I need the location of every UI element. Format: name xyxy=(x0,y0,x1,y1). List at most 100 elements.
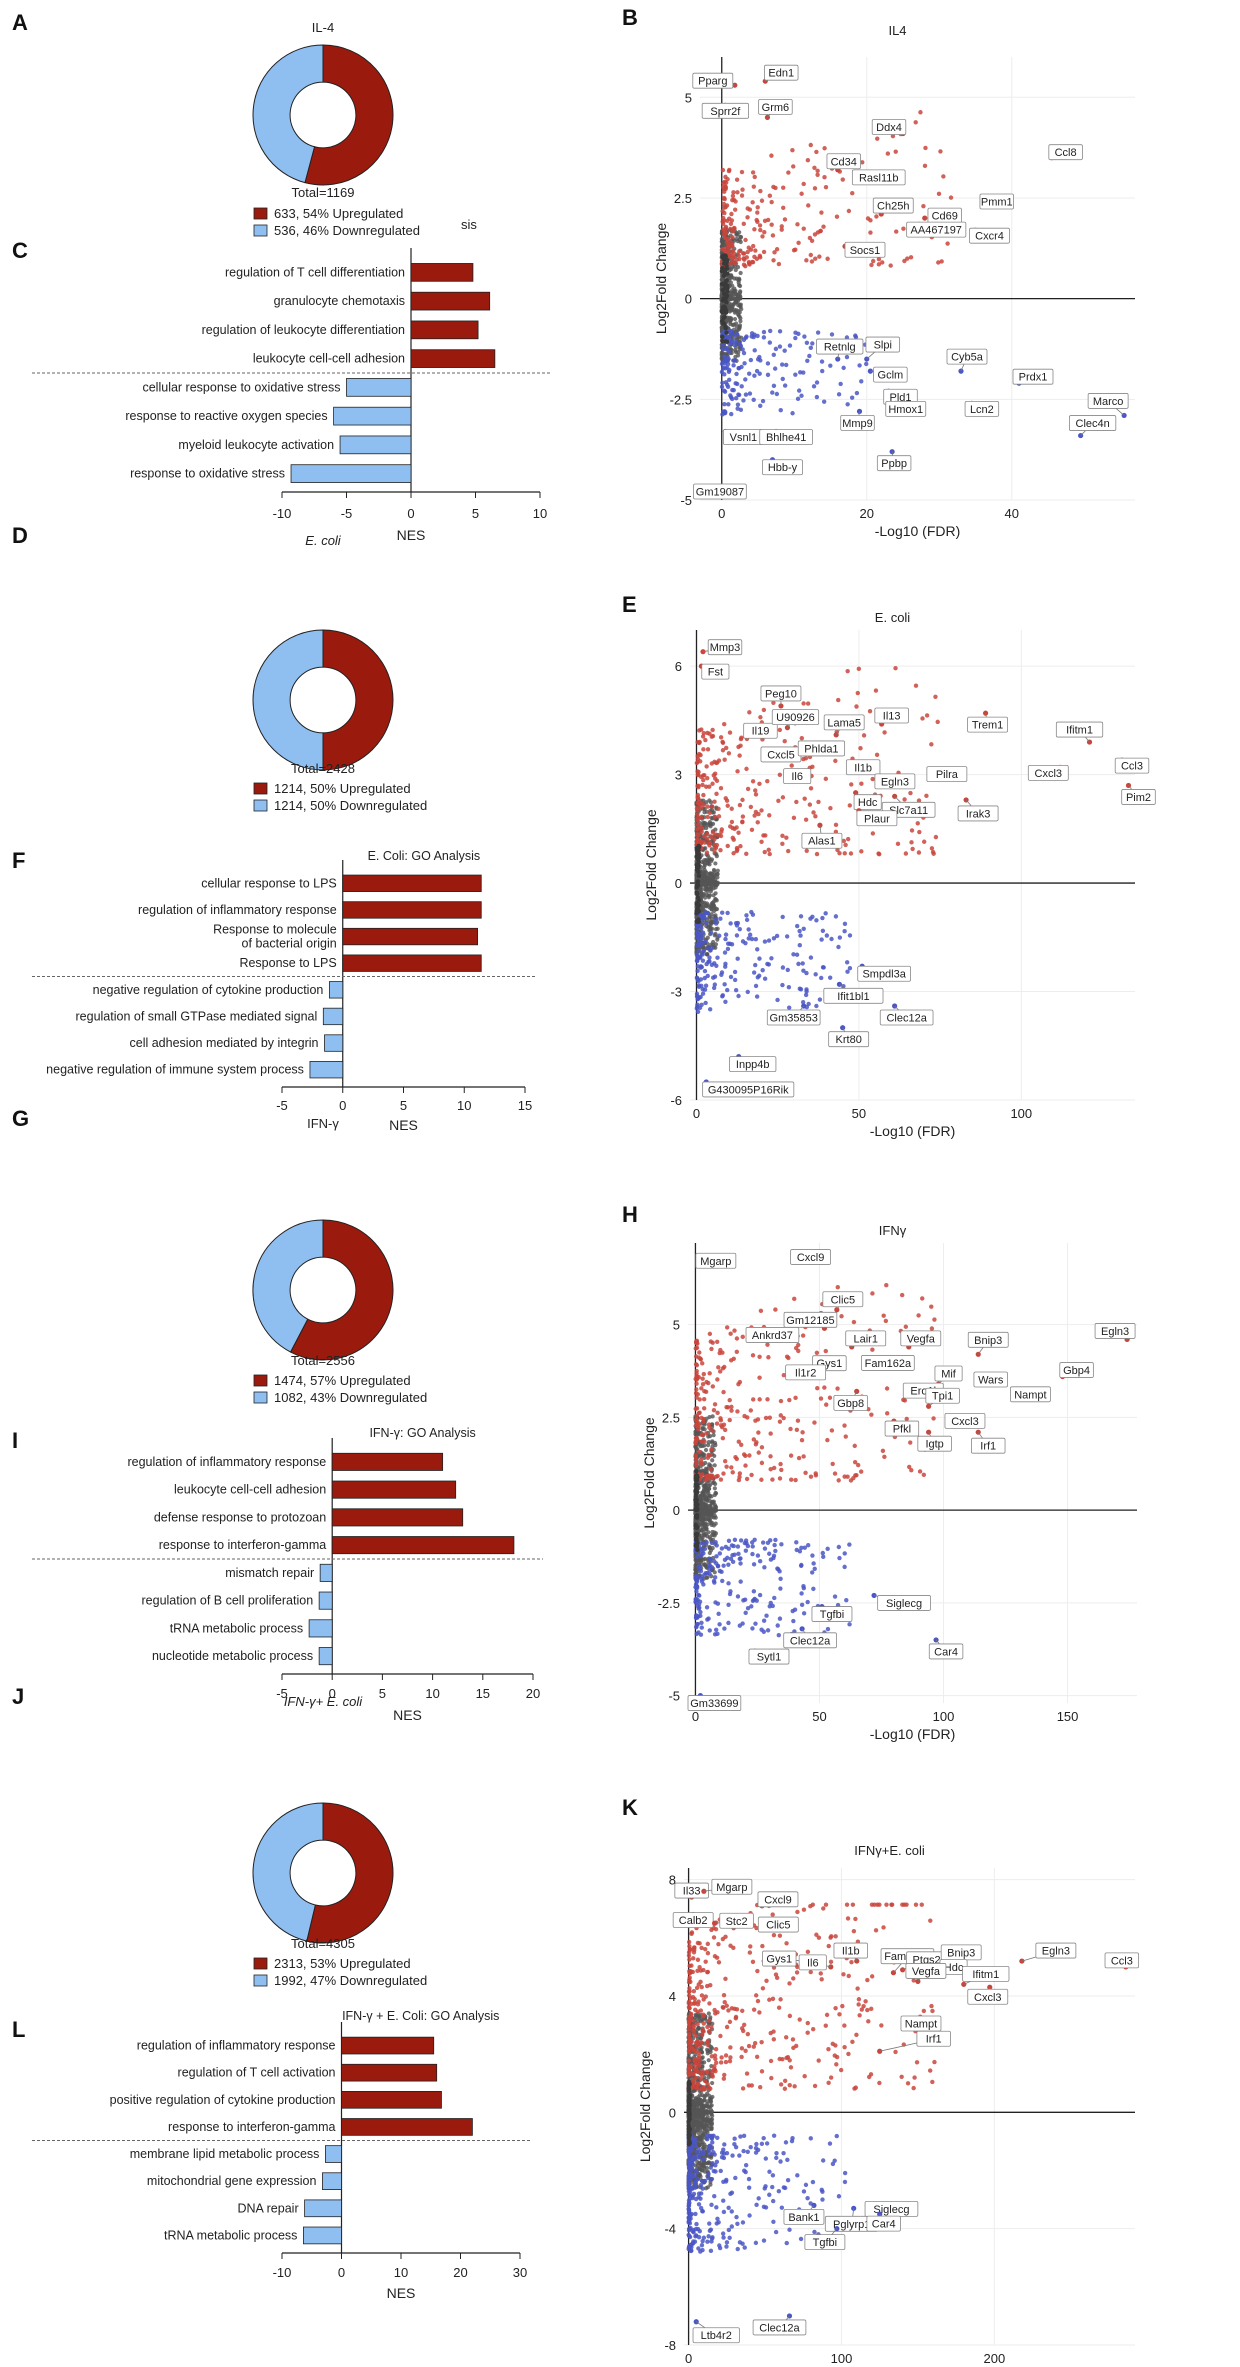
legend-swatch-down xyxy=(253,1974,268,1987)
ns-point xyxy=(713,931,718,937)
legend-down: 1082, 43% Downregulated xyxy=(274,1390,427,1405)
up-point xyxy=(734,1456,739,1462)
up-point xyxy=(737,802,743,808)
ns-point xyxy=(702,1509,707,1514)
bar-2 xyxy=(410,320,479,340)
up-point xyxy=(807,235,813,241)
up-point xyxy=(774,247,780,252)
y-tick-label: -3 xyxy=(670,985,682,1000)
x-axis-label: -Log10 (FDR) xyxy=(870,1123,956,1139)
bar-6 xyxy=(324,1034,344,1052)
up-point xyxy=(904,1416,909,1422)
ns-point xyxy=(706,2011,711,2016)
up-point xyxy=(861,733,867,738)
up-point xyxy=(755,820,760,825)
down-point xyxy=(799,393,804,398)
ns-point xyxy=(734,335,740,340)
ns-point xyxy=(715,868,720,873)
gene-label: Il19 xyxy=(752,726,770,738)
up-point xyxy=(830,1461,835,1467)
x-tick-label: 100 xyxy=(933,1709,955,1724)
down-point xyxy=(768,1600,773,1606)
up-point xyxy=(762,849,767,855)
y-tick-label: 2.5 xyxy=(674,191,692,206)
down-point xyxy=(814,918,819,923)
up-point xyxy=(779,227,784,232)
down-point xyxy=(704,1605,710,1610)
up-point xyxy=(782,217,788,222)
up-point xyxy=(729,211,734,217)
bar-label: positive regulation of cytokine producti… xyxy=(110,2093,336,2107)
up-point xyxy=(730,1470,735,1475)
legend-up: 1474, 57% Upregulated xyxy=(274,1373,411,1388)
up-point xyxy=(813,256,818,261)
ns-point xyxy=(712,1463,717,1468)
up-point xyxy=(753,1442,759,1447)
up-point xyxy=(766,1355,771,1360)
up-point xyxy=(722,210,727,216)
up-point xyxy=(847,803,852,808)
down-point xyxy=(761,329,767,335)
up-point xyxy=(813,1473,819,1478)
up-point xyxy=(829,1428,835,1433)
up-point xyxy=(715,1410,720,1416)
plot-title: IFNγ xyxy=(879,1223,907,1238)
down-point xyxy=(757,1559,763,1564)
gene-label: U90926 xyxy=(776,712,815,724)
gene-label: Tpi1 xyxy=(932,1391,953,1403)
down-point xyxy=(780,914,785,920)
y-tick-label: -2.5 xyxy=(658,1596,680,1611)
up-point xyxy=(744,1476,750,1482)
down-point xyxy=(746,371,752,376)
ns-point xyxy=(736,312,741,317)
up-point xyxy=(902,258,907,264)
bar-1 xyxy=(331,1480,457,1499)
up-point xyxy=(694,1381,699,1386)
gene-label: Mif xyxy=(941,1368,957,1380)
up-point xyxy=(921,203,926,209)
up-point xyxy=(839,1314,844,1319)
up-point xyxy=(931,1416,936,1421)
down-point xyxy=(775,1566,780,1571)
down-point xyxy=(722,950,728,955)
down-point xyxy=(760,1540,766,1545)
up-point xyxy=(935,719,940,725)
up-point xyxy=(697,1350,702,1355)
up-point xyxy=(769,222,774,227)
y-tick-label: -5 xyxy=(680,493,692,508)
down-point xyxy=(713,1627,719,1633)
up-point xyxy=(851,1319,857,1325)
up-point xyxy=(736,830,741,835)
x-axis-label: -Log10 (FDR) xyxy=(875,523,961,539)
down-point xyxy=(734,381,740,387)
bar-7 xyxy=(290,464,412,483)
up-point xyxy=(724,230,729,236)
down-point xyxy=(819,359,825,364)
down-point xyxy=(698,935,704,941)
up-point xyxy=(757,253,763,259)
down-point xyxy=(801,968,806,973)
ns-point xyxy=(727,306,732,311)
up-point xyxy=(727,216,732,221)
down-point xyxy=(794,952,800,957)
up-point xyxy=(899,1292,905,1298)
up-point xyxy=(920,1296,925,1301)
up-point xyxy=(757,1375,762,1380)
down-point xyxy=(795,923,800,929)
gene-label-box xyxy=(762,459,803,476)
down-point xyxy=(820,965,826,970)
up-point xyxy=(727,730,733,735)
gene-label-box xyxy=(1012,368,1054,385)
down-point xyxy=(752,373,757,378)
up-point xyxy=(755,210,760,215)
up-point xyxy=(728,1331,733,1336)
up-point xyxy=(776,798,781,804)
legend-swatch-up xyxy=(253,1374,268,1387)
gene-label: Il1b xyxy=(854,762,872,774)
down-point xyxy=(703,910,708,915)
ns-point xyxy=(715,882,720,887)
up-point xyxy=(781,185,786,190)
down-point xyxy=(726,369,732,374)
ns-point xyxy=(735,265,741,270)
